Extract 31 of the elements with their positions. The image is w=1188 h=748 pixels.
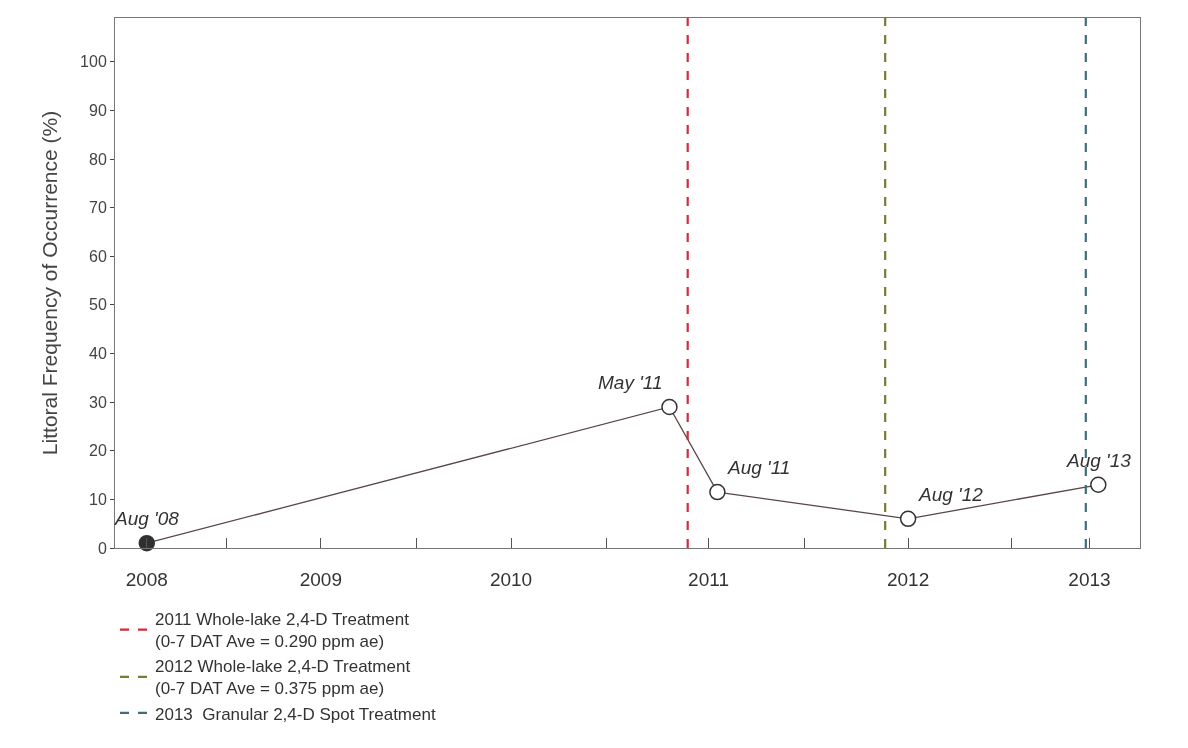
x-tick-label: 2008	[125, 568, 168, 590]
x-tick-label: 2012	[886, 568, 930, 590]
x-tick-label: 2010	[489, 568, 533, 590]
y-tick-label: 20	[89, 442, 107, 460]
x-tick-label: 2011	[688, 568, 729, 590]
point	[709, 483, 726, 501]
annotation: May '11	[598, 372, 663, 393]
x-tick-label: 2013	[1068, 568, 1111, 590]
legend-label: 2013 Granular 2,4-D Spot Treatment	[155, 704, 436, 724]
annotation: Aug '13	[1066, 450, 1132, 471]
y-tick-label: 70	[89, 199, 107, 217]
point	[138, 534, 156, 552]
annotation: Aug '12	[918, 484, 984, 505]
y-tick-label: 60	[89, 247, 107, 265]
point	[899, 510, 917, 528]
y-tick-label: 90	[89, 101, 107, 119]
y-tick-label: 0	[97, 539, 107, 557]
legend-label: 2012 Whole-lake 2,4-D Treatment (0-7 DAT Ave = 0.375 ppm ae)	[155, 657, 411, 699]
y-tick-label: 40	[89, 345, 107, 363]
annotation: Aug '11	[727, 457, 791, 478]
y-tick-label: 30	[89, 393, 107, 411]
point	[661, 398, 678, 416]
y-tick-label: 10	[89, 490, 107, 508]
y-tick-label: 80	[89, 150, 107, 168]
y-axis-title: Littoral Frequency of Occurrence (%)	[38, 110, 62, 456]
y-tick-label: 50	[89, 296, 107, 314]
y-tick-label: 100	[80, 53, 107, 71]
point	[1090, 476, 1107, 494]
annotation: Aug '08	[114, 508, 180, 529]
x-tick-label: 2009	[299, 568, 342, 590]
legend-label: 2011 Whole-lake 2,4-D Treatment (0-7 DAT Ave = 0.290 ppm ae)	[155, 610, 410, 652]
